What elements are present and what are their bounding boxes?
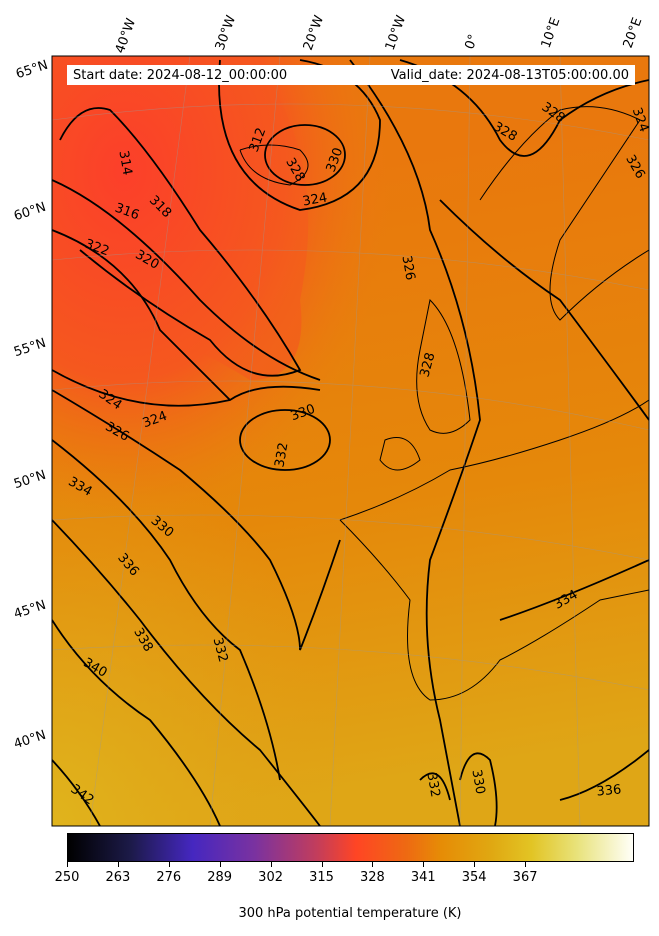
colorbar-tick-label: 250: [54, 870, 80, 885]
start-date: Start date: 2024-08-12_00:00:00: [73, 67, 288, 83]
colorbar-tick-label: 315: [309, 870, 334, 885]
longitude-labels: 40°W 30°W 20°W 10°W 0° 10°E 20°E: [113, 13, 646, 55]
colorbar: [67, 833, 634, 862]
colorbar-tick: [219, 862, 221, 867]
graticule: [52, 56, 649, 826]
contour-label: 332: [272, 441, 291, 468]
colorbar-tick-label: 354: [461, 870, 487, 885]
colorbar-tick-label: 289: [207, 870, 233, 885]
colorbar-tick-label: 341: [410, 870, 436, 885]
colorbar-title: 300 hPa potential temperature (K): [238, 906, 462, 921]
date-header: Start date: 2024-08-12_00:00:00 Valid_da…: [67, 65, 635, 85]
contour-label: 332: [210, 636, 231, 664]
contour-label: 330: [468, 768, 487, 795]
valid-date: Valid_date: 2024-08-13T05:00:00.00: [390, 67, 629, 83]
longitude-label: 20°W: [301, 13, 327, 52]
contour-label: 332: [423, 771, 442, 798]
latitude-label: 40°N: [12, 728, 48, 752]
colorbar-tick: [321, 862, 323, 867]
colorbar-tick: [117, 862, 119, 867]
coastlines: [239, 106, 649, 701]
contour-label: 328: [418, 351, 439, 379]
colorbar-tick-label: 328: [359, 870, 385, 885]
longitude-label: 30°W: [213, 13, 239, 52]
colorbar-tick: [168, 862, 170, 867]
colorbar-tick: [270, 862, 272, 867]
contour-label: 336: [596, 782, 622, 799]
latitude-label: 65°N: [14, 58, 50, 82]
colorbar-tick-label: 276: [156, 870, 182, 885]
colorbar-tick: [423, 862, 425, 867]
latitude-label: 45°N: [12, 598, 48, 622]
longitude-label: 10°W: [383, 13, 409, 52]
colorbar-tick-label: 367: [512, 870, 538, 885]
colorbar-tick: [372, 862, 374, 867]
longitude-label: 0°: [462, 32, 481, 51]
contour-label: 324: [301, 190, 328, 209]
colorbar-tick: [474, 862, 476, 867]
longitude-label: 40°W: [113, 16, 139, 55]
latitude-labels: 65°N 60°N 55°N 50°N 45°N 40°N: [12, 58, 50, 752]
contour-lines: [52, 59, 649, 826]
contour-label: 326: [398, 254, 417, 281]
latitude-label: 50°N: [12, 468, 48, 492]
longitude-label: 10°E: [539, 16, 564, 51]
colorbar-tick-label: 302: [258, 870, 283, 885]
colorbar-tick-label: 263: [105, 870, 131, 885]
map-frame: [51, 55, 650, 827]
latitude-label: 55°N: [12, 336, 48, 360]
colorbar-tick: [67, 862, 68, 867]
colorbar-tick: [525, 862, 527, 867]
latitude-label: 60°N: [12, 200, 48, 224]
contour-label: 314: [115, 149, 134, 176]
longitude-label: 20°E: [621, 16, 646, 51]
